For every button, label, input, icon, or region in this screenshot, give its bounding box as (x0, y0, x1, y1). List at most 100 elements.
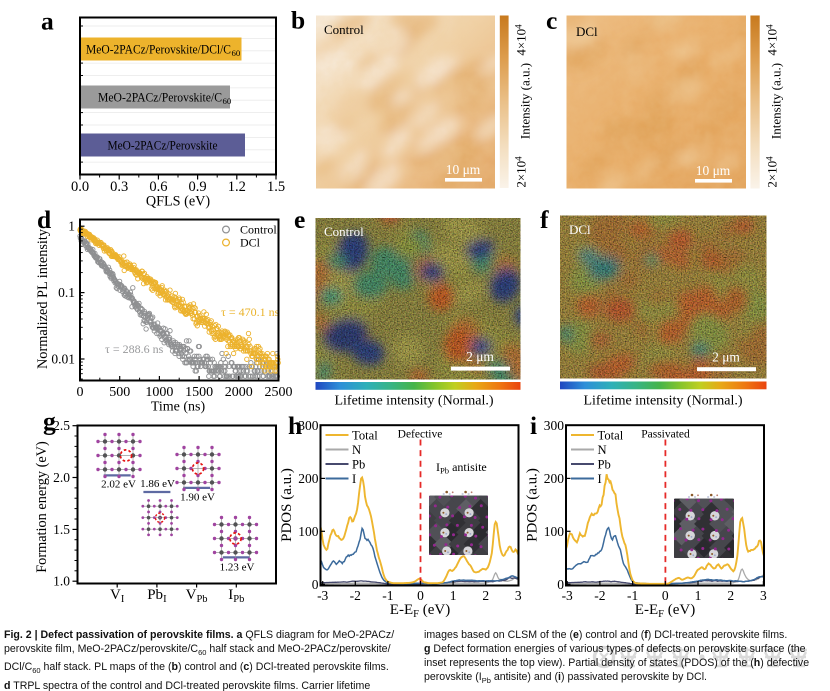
svg-text:2: 2 (482, 588, 489, 603)
svg-text:1.90 eV: 1.90 eV (180, 492, 215, 504)
svg-text:-3: -3 (562, 588, 573, 603)
svg-text:10 μm: 10 μm (696, 163, 731, 178)
svg-text:0.3: 0.3 (110, 179, 128, 195)
svg-text:Control: Control (324, 224, 364, 239)
svg-text:MeO-2PACz/Perovskite/DCl/C: MeO-2PACz/Perovskite/DCl/C (86, 43, 231, 57)
svg-text:-1: -1 (382, 588, 393, 603)
svg-text:1.23 eV: 1.23 eV (220, 562, 255, 574)
svg-text:-3: -3 (317, 588, 328, 603)
svg-text:DCl: DCl (569, 222, 591, 237)
svg-text:4×104: 4×104 (765, 24, 780, 56)
svg-text:2500: 2500 (265, 385, 293, 400)
svg-text:I: I (352, 472, 356, 486)
svg-text:IPb antisite: IPb antisite (436, 460, 487, 475)
svg-text:Defective: Defective (398, 429, 443, 441)
svg-text:Control: Control (324, 22, 364, 37)
svg-text:Pb: Pb (598, 458, 611, 472)
svg-text:1: 1 (68, 219, 75, 234)
svg-text:Formation energy (eV): Formation energy (eV) (34, 441, 50, 573)
svg-text:0.9: 0.9 (189, 179, 207, 195)
svg-text:0.01: 0.01 (51, 352, 75, 367)
svg-text:2 μm: 2 μm (712, 350, 740, 365)
svg-text:Lifetime intensity (Normal.): Lifetime intensity (Normal.) (583, 394, 742, 409)
svg-text:VI: VI (110, 587, 125, 605)
svg-text:h: h (288, 411, 302, 440)
svg-text:-2: -2 (594, 588, 605, 603)
svg-text:IPb: IPb (228, 587, 244, 605)
svg-text:0: 0 (312, 577, 319, 592)
svg-text:2×104: 2×104 (514, 156, 529, 188)
svg-text:c: c (546, 6, 557, 35)
svg-text:Time (ns): Time (ns) (151, 400, 206, 415)
svg-text:g: g (43, 407, 56, 436)
svg-text:Total: Total (352, 429, 378, 443)
svg-text:2.0: 2.0 (53, 470, 70, 485)
svg-text:2.02 eV: 2.02 eV (101, 479, 136, 491)
svg-text:0.0: 0.0 (71, 179, 89, 195)
svg-text:3: 3 (760, 588, 767, 603)
svg-text:a: a (41, 7, 54, 36)
svg-text:i: i (530, 411, 537, 440)
svg-text:-2: -2 (350, 588, 361, 603)
svg-text:e: e (294, 205, 305, 234)
svg-text:100: 100 (298, 524, 319, 539)
svg-text:3: 3 (515, 588, 522, 603)
svg-text:2: 2 (727, 588, 734, 603)
svg-text:1.2: 1.2 (228, 179, 246, 195)
svg-text:Total: Total (598, 429, 624, 443)
svg-text:I: I (598, 472, 602, 486)
svg-text:2000: 2000 (225, 385, 253, 400)
svg-text:1: 1 (450, 588, 457, 603)
svg-text:100: 100 (544, 524, 565, 539)
svg-text:f: f (540, 205, 549, 234)
svg-text:0.6: 0.6 (149, 179, 167, 195)
svg-text:MeO-2PACz/Perovskite/C: MeO-2PACz/Perovskite/C (98, 91, 222, 105)
svg-text:0: 0 (662, 588, 669, 603)
svg-text:QFLS (eV): QFLS (eV) (146, 194, 211, 210)
svg-text:10 μm: 10 μm (446, 162, 481, 177)
svg-text:τ = 470.1 ns: τ = 470.1 ns (221, 305, 280, 319)
svg-text:Intensity (a.u.): Intensity (a.u.) (769, 63, 784, 139)
svg-text:1000: 1000 (145, 385, 173, 400)
svg-text:PDOS (a.u.): PDOS (a.u.) (279, 468, 295, 542)
svg-text:1: 1 (695, 588, 702, 603)
svg-text:DCl: DCl (576, 24, 598, 39)
svg-text:PDOS (a.u.): PDOS (a.u.) (525, 468, 541, 542)
svg-text:PbI: PbI (147, 587, 167, 605)
svg-text:1.0: 1.0 (53, 574, 70, 589)
svg-text:E-EF (eV): E-EF (eV) (390, 602, 450, 620)
svg-text:Lifetime intensity (Normal.): Lifetime intensity (Normal.) (334, 394, 493, 409)
svg-text:2.5: 2.5 (53, 418, 70, 433)
svg-text:300: 300 (298, 418, 319, 433)
svg-text:Intensity (a.u.): Intensity (a.u.) (518, 63, 533, 139)
svg-text:0: 0 (417, 588, 424, 603)
svg-text:Pb: Pb (352, 458, 365, 472)
svg-text:2 μm: 2 μm (466, 349, 494, 364)
svg-text:N: N (598, 443, 607, 457)
svg-text:1.5: 1.5 (267, 179, 285, 195)
svg-text:-1: -1 (627, 588, 638, 603)
svg-text:2×104: 2×104 (765, 156, 780, 188)
svg-text:4×104: 4×104 (514, 24, 529, 56)
svg-text:1500: 1500 (185, 385, 213, 400)
svg-text:MeO-2PACz/Perovskite: MeO-2PACz/Perovskite (108, 139, 218, 153)
svg-text:N: N (352, 443, 361, 457)
svg-text:500: 500 (109, 385, 130, 400)
svg-text:b: b (291, 6, 305, 35)
svg-text:300: 300 (544, 418, 565, 433)
svg-text:Control: Control (240, 223, 277, 237)
svg-text:τ = 288.6 ns: τ = 288.6 ns (105, 342, 164, 356)
svg-text:Normalized PL intensity: Normalized PL intensity (35, 228, 51, 369)
svg-text:E-EF (eV): E-EF (eV) (635, 602, 695, 620)
svg-text:200: 200 (298, 471, 319, 486)
svg-text:60: 60 (223, 96, 232, 106)
svg-text:60: 60 (232, 48, 241, 58)
svg-text:Passivated: Passivated (641, 429, 690, 441)
svg-text:0.1: 0.1 (58, 285, 75, 300)
svg-text:1.5: 1.5 (53, 522, 70, 537)
svg-text:1.86 eV: 1.86 eV (140, 478, 175, 490)
svg-text:200: 200 (544, 471, 565, 486)
svg-text:DCl: DCl (240, 236, 261, 250)
svg-text:d: d (37, 205, 51, 234)
svg-text:VPb: VPb (186, 587, 208, 605)
